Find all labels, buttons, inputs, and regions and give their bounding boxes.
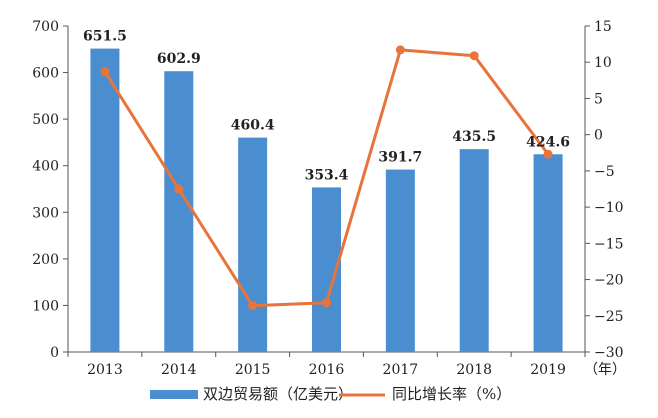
bar-data-label: 353.4 — [305, 167, 349, 183]
y-left-tick-label: 100 — [32, 298, 59, 314]
y-left-tick-label: 600 — [32, 66, 59, 82]
x-tick-label: 2018 — [456, 362, 492, 378]
y-left-tick-label: 300 — [32, 205, 59, 221]
x-tick-label: 2015 — [235, 362, 271, 378]
y-left-tick-label: 200 — [32, 252, 59, 268]
y-right-tick-label: 10 — [594, 55, 612, 71]
growth-rate-point — [100, 67, 110, 77]
legend-label-growth-rate: 同比增长率（%） — [392, 385, 511, 403]
y-right-tick-label: 5 — [594, 91, 603, 107]
growth-rate-point — [174, 184, 184, 194]
legend-swatch-trade-volume — [150, 390, 198, 399]
growth-rate-point — [322, 298, 331, 308]
y-right-tick-label: −30 — [594, 345, 624, 361]
bar-data-label: 391.7 — [378, 150, 422, 166]
y-right-tick-label: −25 — [594, 309, 624, 325]
bar-data-label: 460.4 — [231, 118, 275, 134]
bar-trade-volume — [90, 48, 120, 352]
x-tick-label: 2013 — [87, 362, 123, 378]
bar-trade-volume — [533, 154, 563, 352]
x-tick-label: 2017 — [383, 362, 419, 378]
bar-trade-volume — [385, 169, 415, 352]
y-right-tick-label: −10 — [594, 200, 624, 216]
y-left-tick-label: 0 — [50, 345, 59, 361]
y-right-tick-label: 15 — [594, 19, 612, 35]
bar-data-label: 435.5 — [452, 129, 496, 145]
y-left-tick-label: 400 — [32, 159, 59, 175]
y-right-tick-label: −20 — [594, 273, 624, 289]
growth-rate-point — [395, 45, 405, 55]
x-tick-label: 2014 — [161, 362, 197, 378]
y-left-tick-label: 700 — [32, 19, 59, 35]
x-tick-label: 2019 — [530, 362, 566, 378]
x-axis-unit: （年） — [584, 362, 626, 378]
bar-data-label: 651.5 — [83, 29, 127, 45]
bar-data-label: 424.6 — [526, 134, 570, 150]
bar-trade-volume — [459, 149, 489, 352]
bar-trade-volume — [238, 137, 268, 352]
bar-trade-volume — [164, 71, 194, 352]
y-right-tick-label: −5 — [594, 164, 615, 180]
y-right-tick-label: 0 — [594, 128, 603, 144]
x-tick-label: 2016 — [309, 362, 345, 378]
y-left-tick-label: 500 — [32, 112, 59, 128]
growth-rate-point — [543, 149, 553, 159]
y-right-tick-label: −15 — [594, 236, 624, 252]
growth-rate-point — [469, 51, 479, 61]
growth-rate-point — [248, 301, 258, 311]
bar-data-label: 602.9 — [157, 51, 201, 67]
legend-label-trade-volume: 双边贸易额（亿美元） — [203, 385, 353, 403]
